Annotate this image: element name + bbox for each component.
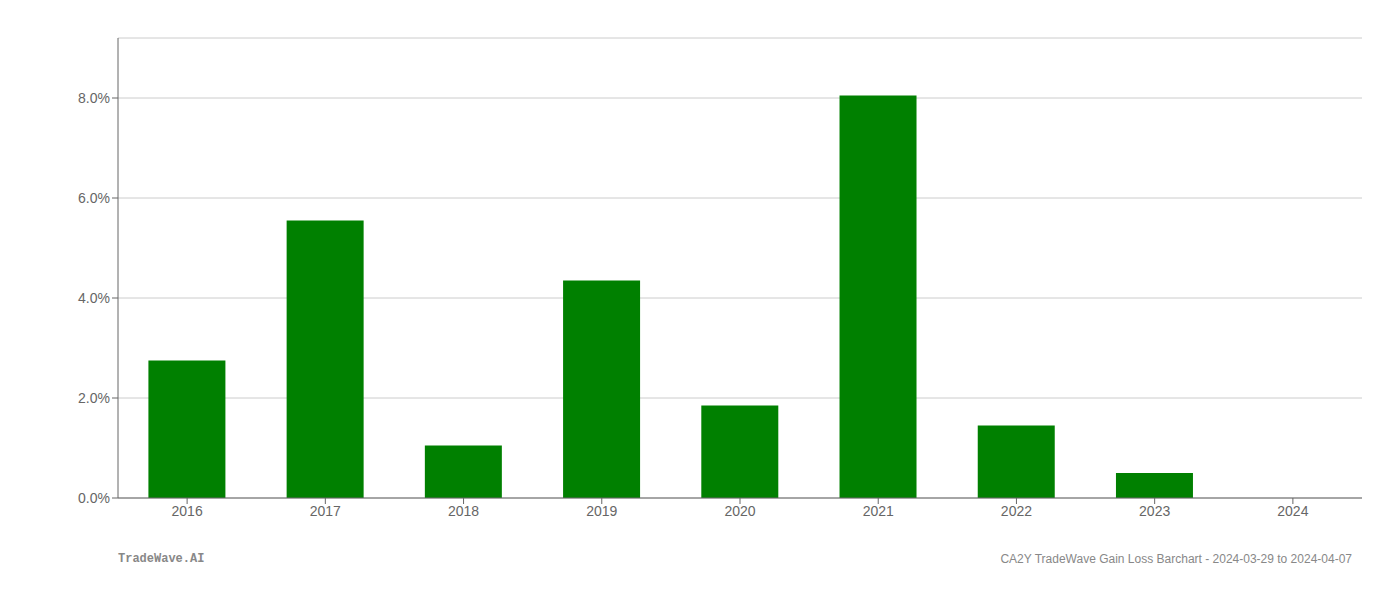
html-text:TradeWave.AI: TradeWave.AI [118, 552, 205, 566]
svg-text:2018: 2018 [448, 503, 479, 519]
html-text:CA2Y TradeWave Gain Loss Barch: CA2Y TradeWave Gain Loss Barchart - 2024… [1000, 552, 1352, 566]
svg-text:2022: 2022 [1001, 503, 1032, 519]
svg-text:2.0%: 2.0% [78, 390, 110, 406]
svg-text:2017: 2017 [310, 503, 341, 519]
svg-text:0.0%: 0.0% [78, 490, 110, 506]
svg-text:2019: 2019 [586, 503, 617, 519]
svg-text:2023: 2023 [1139, 503, 1170, 519]
svg-text:2024: 2024 [1277, 503, 1308, 519]
svg-text:4.0%: 4.0% [78, 290, 110, 306]
svg-text:2021: 2021 [863, 503, 894, 519]
svg-text:8.0%: 8.0% [78, 90, 110, 106]
svg-text:6.0%: 6.0% [78, 190, 110, 206]
svg-text:2020: 2020 [724, 503, 755, 519]
svg-text:2016: 2016 [172, 503, 203, 519]
